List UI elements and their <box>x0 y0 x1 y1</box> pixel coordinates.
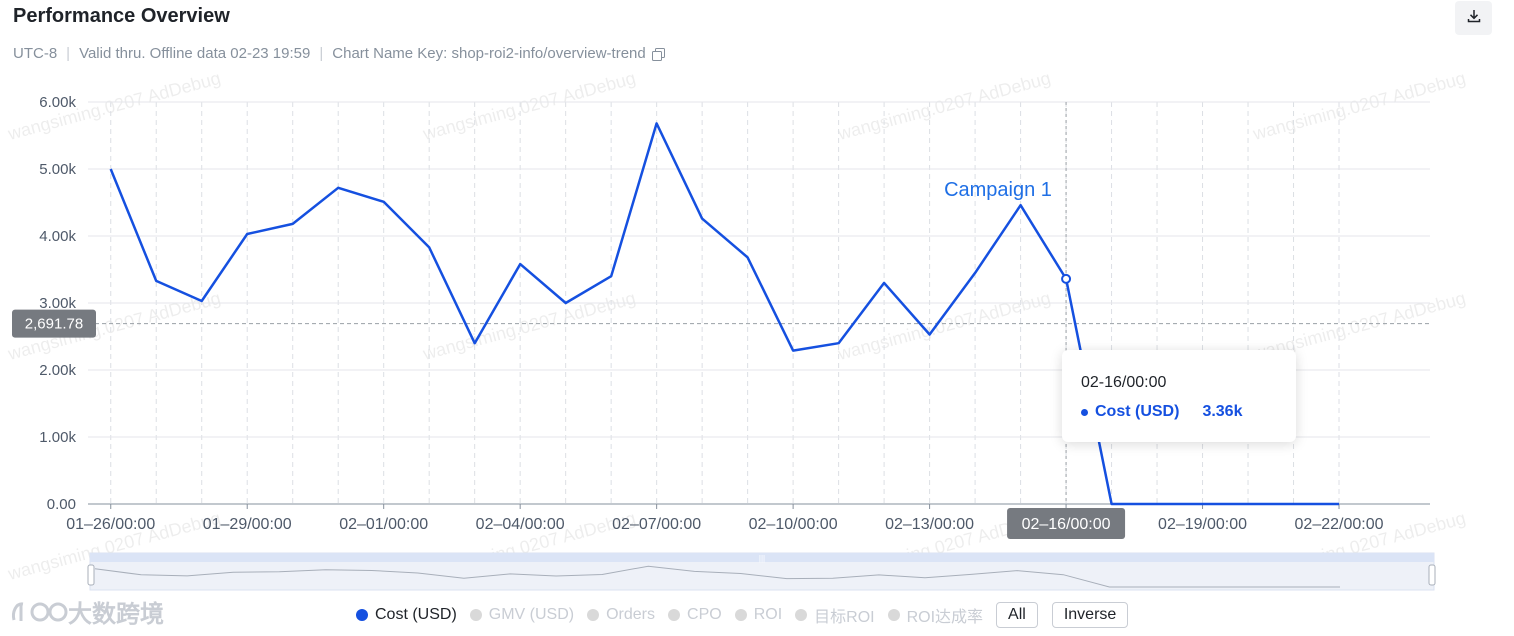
y-tick-label: 4.00k <box>39 228 76 245</box>
legend-item-cost[interactable]: Cost (USD) <box>356 606 457 624</box>
legend-item-orders[interactable]: Orders <box>587 606 655 624</box>
legend-label: GMV (USD) <box>488 606 575 623</box>
legend-label: Orders <box>606 606 656 623</box>
y-tick-label: 2.00k <box>39 362 76 379</box>
page-title: Performance Overview <box>13 5 230 27</box>
x-tick-label: 02–10/00:00 <box>749 516 838 533</box>
legend-label: 目标ROI <box>814 609 875 626</box>
separator: | <box>319 45 324 62</box>
svg-text:|||: ||| <box>759 554 765 563</box>
legend-item-roi-rate[interactable]: ROI达成率 <box>887 603 984 627</box>
tooltip-date: 02-16/00:00 <box>1081 374 1167 391</box>
chart-key-label: Chart Name Key: shop-roi2-info/overview-… <box>332 45 646 62</box>
x-tick-label: 02–01/00:00 <box>339 516 428 533</box>
hover-point[interactable] <box>1061 273 1072 284</box>
legend-label: CPO <box>687 606 722 623</box>
watermark-text: wangsiming.0207 AdDebug <box>835 288 1053 364</box>
legend-dot <box>668 609 681 621</box>
tooltip-value: 3.36k <box>1202 403 1243 420</box>
legend-item-roi[interactable]: ROI <box>734 606 783 624</box>
data-zoom-slider[interactable]: ||| <box>87 552 1436 591</box>
minimap-line <box>94 565 1340 588</box>
y-tick-label: 6.00k <box>39 94 76 111</box>
zoom-handle-left[interactable] <box>87 564 95 586</box>
campaign-annotation: Campaign 1 <box>944 179 1052 201</box>
chart-legend: Cost (USD) GMV (USD) Orders CPO ROI 目标RO… <box>356 601 1142 629</box>
legend-label: Cost (USD) <box>375 606 457 623</box>
legend-dot <box>587 609 600 621</box>
copy-icon[interactable] <box>651 47 665 61</box>
timezone-label: UTC-8 <box>13 45 58 62</box>
hover-x-label: 02–16/00:00 <box>1022 516 1111 533</box>
brand-mark-icon <box>12 601 68 621</box>
x-tick-label: 02–19/00:00 <box>1158 516 1247 533</box>
legend-dot <box>795 609 808 621</box>
reference-value-label: 2,691.78 <box>25 316 83 333</box>
legend-label: ROI <box>753 606 783 623</box>
zoom-handle-right[interactable] <box>1428 564 1436 586</box>
tooltip-series-dot <box>1081 408 1088 416</box>
x-tick-label: 02–07/00:00 <box>612 516 701 533</box>
trend-chart[interactable]: wangsiming.0207 AdDebug wangsiming.0207 A… <box>0 0 1514 600</box>
legend-all-button[interactable]: All <box>996 602 1038 628</box>
chart-subtitle: UTC-8 | Valid thru. Offline data 02-23 1… <box>13 45 665 62</box>
legend-item-cpo[interactable]: CPO <box>668 606 722 624</box>
x-tick-label: 01–29/00:00 <box>203 516 292 533</box>
cost-series-line[interactable] <box>109 122 1339 506</box>
download-button[interactable] <box>1455 1 1492 35</box>
hover-x-badge: 02–16/00:00 <box>1007 508 1126 539</box>
brand-logo: 大数跨境 <box>10 594 164 629</box>
brand-name: 大数跨境 <box>68 601 164 628</box>
validity-label: Valid thru. Offline data 02-23 19:59 <box>79 45 311 62</box>
y-tick-label: 1.00k <box>39 429 76 446</box>
watermark-text: wangsiming.0207 AdDebug <box>835 68 1053 144</box>
y-tick-label: 5.00k <box>39 161 76 178</box>
legend-label: ROI达成率 <box>906 609 984 626</box>
legend-inverse-button[interactable]: Inverse <box>1051 602 1129 628</box>
y-tick-label: 0.00 <box>47 496 76 513</box>
legend-item-target-roi[interactable]: 目标ROI <box>795 603 875 627</box>
separator: | <box>66 45 71 62</box>
legend-dot <box>887 609 900 621</box>
tooltip-series-name: Cost (USD) <box>1095 403 1180 420</box>
watermark-text: wangsiming.0207 AdDebug <box>5 68 223 144</box>
x-tick-label: 02–04/00:00 <box>476 516 565 533</box>
y-tick-label: 3.00k <box>39 295 76 312</box>
reference-value-badge: 2,691.78 <box>12 309 96 338</box>
tooltip-row: Cost (USD) 3.36k <box>1081 403 1242 421</box>
chart-tooltip: 02-16/00:00 Cost (USD) 3.36k <box>1062 350 1296 442</box>
x-tick-label: 02–22/00:00 <box>1295 516 1384 533</box>
legend-dot <box>469 609 482 621</box>
x-tick-label: 01–26/00:00 <box>66 516 155 533</box>
watermark-text: wangsiming.0207 AdDebug <box>1250 68 1468 144</box>
legend-dot <box>734 609 747 621</box>
legend-item-gmv[interactable]: GMV (USD) <box>469 606 575 624</box>
download-icon <box>1466 8 1482 29</box>
x-tick-label: 02–13/00:00 <box>885 516 974 533</box>
legend-dot <box>356 609 368 621</box>
watermark-text: wangsiming.0207 AdDebug <box>420 68 638 144</box>
